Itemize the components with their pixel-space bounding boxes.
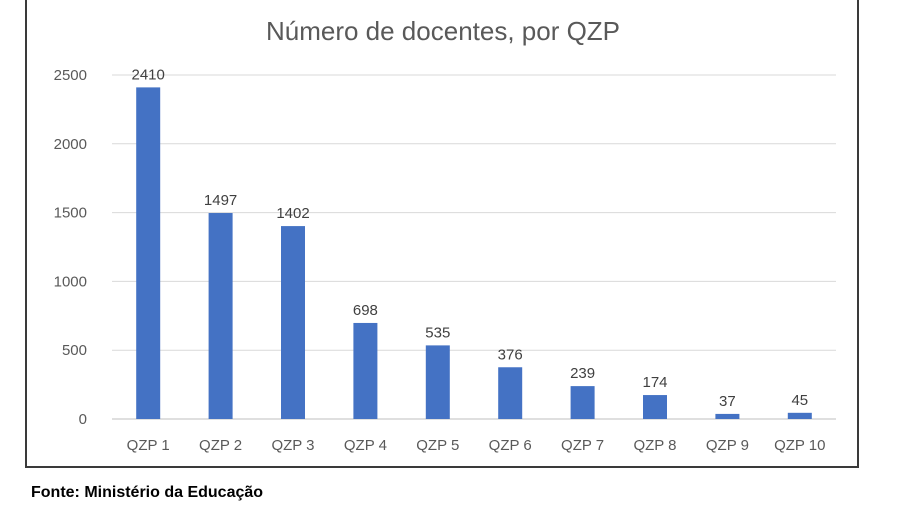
x-tick-label: QZP 6 bbox=[489, 437, 532, 454]
x-tick-label: QZP 3 bbox=[271, 437, 314, 454]
bar bbox=[425, 345, 450, 419]
x-tick-label: QZP 4 bbox=[344, 437, 387, 454]
bar bbox=[498, 367, 523, 419]
bar bbox=[136, 87, 161, 419]
bar bbox=[787, 412, 812, 419]
data-label: 174 bbox=[642, 374, 667, 391]
data-label: 535 bbox=[425, 324, 450, 341]
bar-chart: Número de docentes, por QZP 0 500 1000 1500… bbox=[54, 16, 836, 454]
x-tick-label: QZP 10 bbox=[774, 437, 825, 454]
x-tick-label: QZP 2 bbox=[199, 437, 242, 454]
x-tick-label: QZP 8 bbox=[633, 437, 676, 454]
y-tick-label: 2500 bbox=[54, 67, 87, 84]
bar bbox=[208, 213, 233, 419]
data-label: 1402 bbox=[276, 205, 309, 222]
data-label: 376 bbox=[498, 346, 523, 363]
data-label: 2410 bbox=[132, 66, 165, 83]
y-tick-label: 0 bbox=[79, 411, 87, 428]
chart-frame: Número de docentes, por QZP 0 500 1000 1500… bbox=[25, 0, 859, 468]
y-tick-label: 1500 bbox=[54, 205, 87, 222]
data-label: 698 bbox=[353, 302, 378, 319]
data-label: 1497 bbox=[204, 192, 237, 209]
y-tick-label: 500 bbox=[62, 342, 87, 359]
bar bbox=[715, 413, 740, 419]
bar bbox=[281, 226, 305, 419]
bar bbox=[643, 395, 667, 419]
bar bbox=[353, 322, 378, 419]
chart-title: Número de docentes, por QZP bbox=[266, 16, 620, 46]
source-note: Fonte: Ministério da Educação bbox=[31, 484, 264, 501]
data-label: 37 bbox=[719, 393, 736, 410]
data-label: 45 bbox=[791, 392, 808, 409]
bar bbox=[570, 386, 595, 419]
y-tick-label: 2000 bbox=[54, 136, 87, 153]
x-tick-label: QZP 1 bbox=[127, 437, 170, 454]
x-tick-label: QZP 5 bbox=[416, 437, 459, 454]
x-tick-label: QZP 7 bbox=[561, 437, 604, 454]
x-tick-label: QZP 9 bbox=[706, 437, 749, 454]
data-label: 239 bbox=[570, 365, 595, 382]
y-tick-label: 1000 bbox=[54, 273, 87, 290]
